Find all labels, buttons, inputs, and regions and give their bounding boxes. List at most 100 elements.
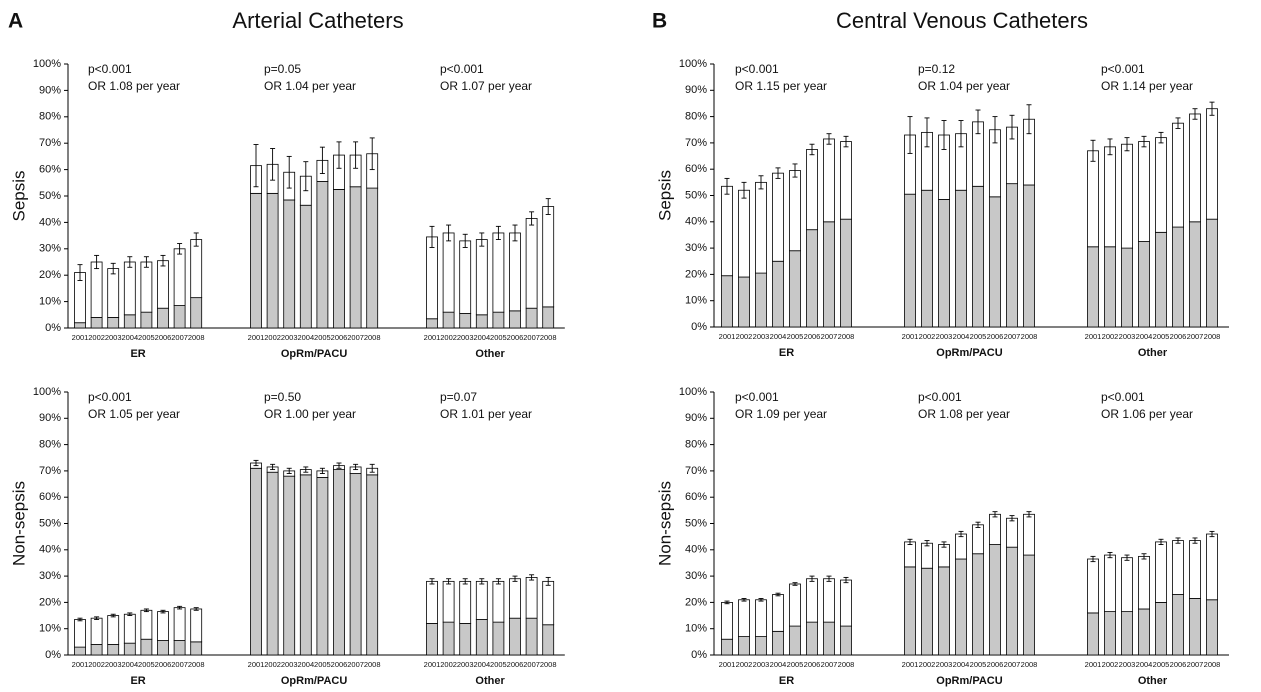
error-bar <box>1026 511 1032 518</box>
bar-segment <box>426 623 438 656</box>
bar-segment <box>921 542 933 569</box>
y-tick-label: 50% <box>39 517 61 529</box>
error-bar <box>512 224 518 242</box>
x-tick-label: 2004 <box>770 332 787 341</box>
bar-segment <box>525 218 538 309</box>
bar-segment <box>475 314 488 329</box>
group-label: Other <box>475 675 505 687</box>
x-tick-label: 2008 <box>540 333 557 342</box>
x-tick-label: 2007 <box>171 333 188 342</box>
x-tick-label: 2008 <box>364 333 381 342</box>
bar-segment <box>90 644 103 656</box>
bar-segment <box>542 306 555 329</box>
x-tick-label: 2003 <box>1119 332 1136 341</box>
x-tick-label: 2001 <box>248 333 265 342</box>
bar-segment <box>1104 246 1116 328</box>
bar-segment <box>333 469 345 656</box>
bar-segment <box>721 638 733 656</box>
bar-segment <box>823 621 835 656</box>
error-bar <box>286 155 292 189</box>
error-bar <box>1141 135 1147 148</box>
x-tick-label: 2005 <box>970 332 987 341</box>
error-bar <box>177 605 183 610</box>
bar-segment <box>266 192 279 329</box>
error-bar <box>1192 537 1198 544</box>
bar-segment <box>74 646 86 656</box>
error-bar <box>160 609 166 614</box>
annotation: p<0.001 <box>735 62 779 76</box>
bar-segment <box>721 185 733 277</box>
bar-segment <box>806 149 818 231</box>
x-tick-label: 2004 <box>473 333 490 342</box>
bar-segment <box>316 477 329 656</box>
x-tick-label: 2005 <box>1153 332 1170 341</box>
bar-segment <box>823 578 835 623</box>
bar-segment <box>1006 517 1018 548</box>
y-tick-label: 80% <box>685 439 707 451</box>
y-tick-label: 90% <box>685 412 707 424</box>
group-label: ER <box>130 675 145 687</box>
y-tick-label: 40% <box>685 216 707 228</box>
y-tick-label: 70% <box>685 137 707 149</box>
bar-segment <box>525 617 538 656</box>
x-tick-label: 2006 <box>1170 660 1187 669</box>
x-tick-label: 2005 <box>138 660 155 669</box>
bar-segment <box>806 229 818 328</box>
bar-segment <box>1206 599 1218 656</box>
error-bar <box>193 232 199 247</box>
error-bar <box>143 256 149 268</box>
x-tick-label: 2002 <box>1102 332 1119 341</box>
annotation: OR 1.08 per year <box>88 79 180 93</box>
error-bar <box>1026 104 1032 135</box>
bar-segment <box>123 642 136 656</box>
annotation: p<0.001 <box>1101 390 1145 404</box>
x-tick-label: 2008 <box>1021 660 1038 669</box>
error-bar <box>924 117 930 148</box>
bar-segment <box>250 467 262 656</box>
bar-segment <box>772 172 784 262</box>
annotation: p<0.001 <box>918 390 962 404</box>
bar-segment <box>140 261 153 313</box>
error-bar <box>758 175 764 190</box>
bar-segment <box>542 624 555 656</box>
x-tick-label: 2001 <box>1085 660 1102 669</box>
bar-segment <box>1006 183 1018 328</box>
bar-segment <box>738 276 750 328</box>
x-tick-label: 2004 <box>473 660 490 669</box>
y-tick-label: 60% <box>685 491 707 503</box>
bar-segment <box>107 644 120 656</box>
y-tick-label: 30% <box>685 242 707 254</box>
x-tick-label: 2008 <box>838 660 855 669</box>
bar-segment <box>509 232 521 312</box>
x-tick-label: 2003 <box>105 333 122 342</box>
annotation: p<0.001 <box>88 62 132 76</box>
x-tick-label: 2006 <box>804 332 821 341</box>
y-tick-label: 40% <box>39 216 61 228</box>
annotation: OR 1.09 per year <box>735 407 827 421</box>
y-tick-label: 10% <box>685 623 707 635</box>
bar-segment <box>190 608 203 643</box>
error-bar <box>1009 515 1015 522</box>
error-bar <box>809 575 815 582</box>
x-tick-label: 2007 <box>523 660 540 669</box>
bar-segment <box>1121 557 1133 613</box>
x-tick-label: 2001 <box>719 332 736 341</box>
bar-segment <box>157 307 169 329</box>
y-axis-label: Non-sepsis <box>655 481 674 566</box>
error-bar <box>758 598 764 602</box>
error-bar <box>826 133 832 145</box>
x-tick-label: 2005 <box>787 660 804 669</box>
x-tick-label: 2007 <box>523 333 540 342</box>
bar-segment <box>1023 184 1035 328</box>
error-bar <box>336 462 342 469</box>
y-tick-label: 10% <box>685 295 707 307</box>
y-tick-label: 60% <box>39 164 61 176</box>
error-bar <box>992 116 998 144</box>
bar-segment <box>989 196 1001 328</box>
error-bar <box>1209 530 1215 538</box>
bar-segment <box>1087 612 1099 656</box>
bar-segment <box>1189 598 1201 656</box>
y-tick-label: 0% <box>45 649 61 661</box>
bar-segment <box>157 260 169 309</box>
error-bar <box>1175 117 1181 129</box>
